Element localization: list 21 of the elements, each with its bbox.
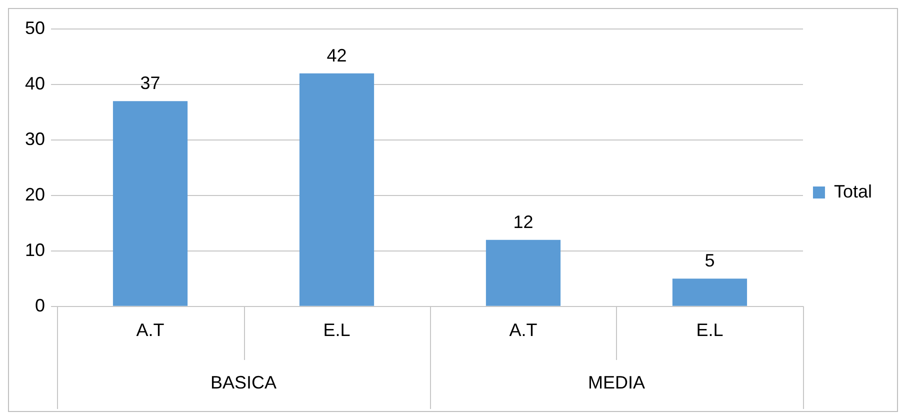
bar <box>672 278 748 306</box>
y-tick-label: 0 <box>35 295 46 316</box>
data-label: 12 <box>513 212 534 232</box>
x-tick-label: A.T <box>136 320 164 340</box>
legend-label: Total <box>834 181 872 202</box>
y-tick-label: 50 <box>24 18 46 38</box>
x-tick-label: E.L <box>696 320 724 340</box>
data-label: 42 <box>326 45 347 66</box>
bar <box>112 101 188 306</box>
bar <box>299 73 374 306</box>
x-tick-label: E.L <box>323 320 350 340</box>
y-tick-label: 10 <box>24 240 46 260</box>
x-tick-label: A.T <box>509 320 538 340</box>
y-tick-label: 30 <box>24 128 46 149</box>
bar <box>486 240 561 306</box>
text: BASICA <box>210 372 277 392</box>
data-label: 37 <box>140 73 160 94</box>
data-label: 5 <box>704 250 715 271</box>
y-tick-label: 40 <box>24 73 46 94</box>
y-tick-label: 20 <box>24 184 46 204</box>
text: MEDIA <box>588 372 645 392</box>
